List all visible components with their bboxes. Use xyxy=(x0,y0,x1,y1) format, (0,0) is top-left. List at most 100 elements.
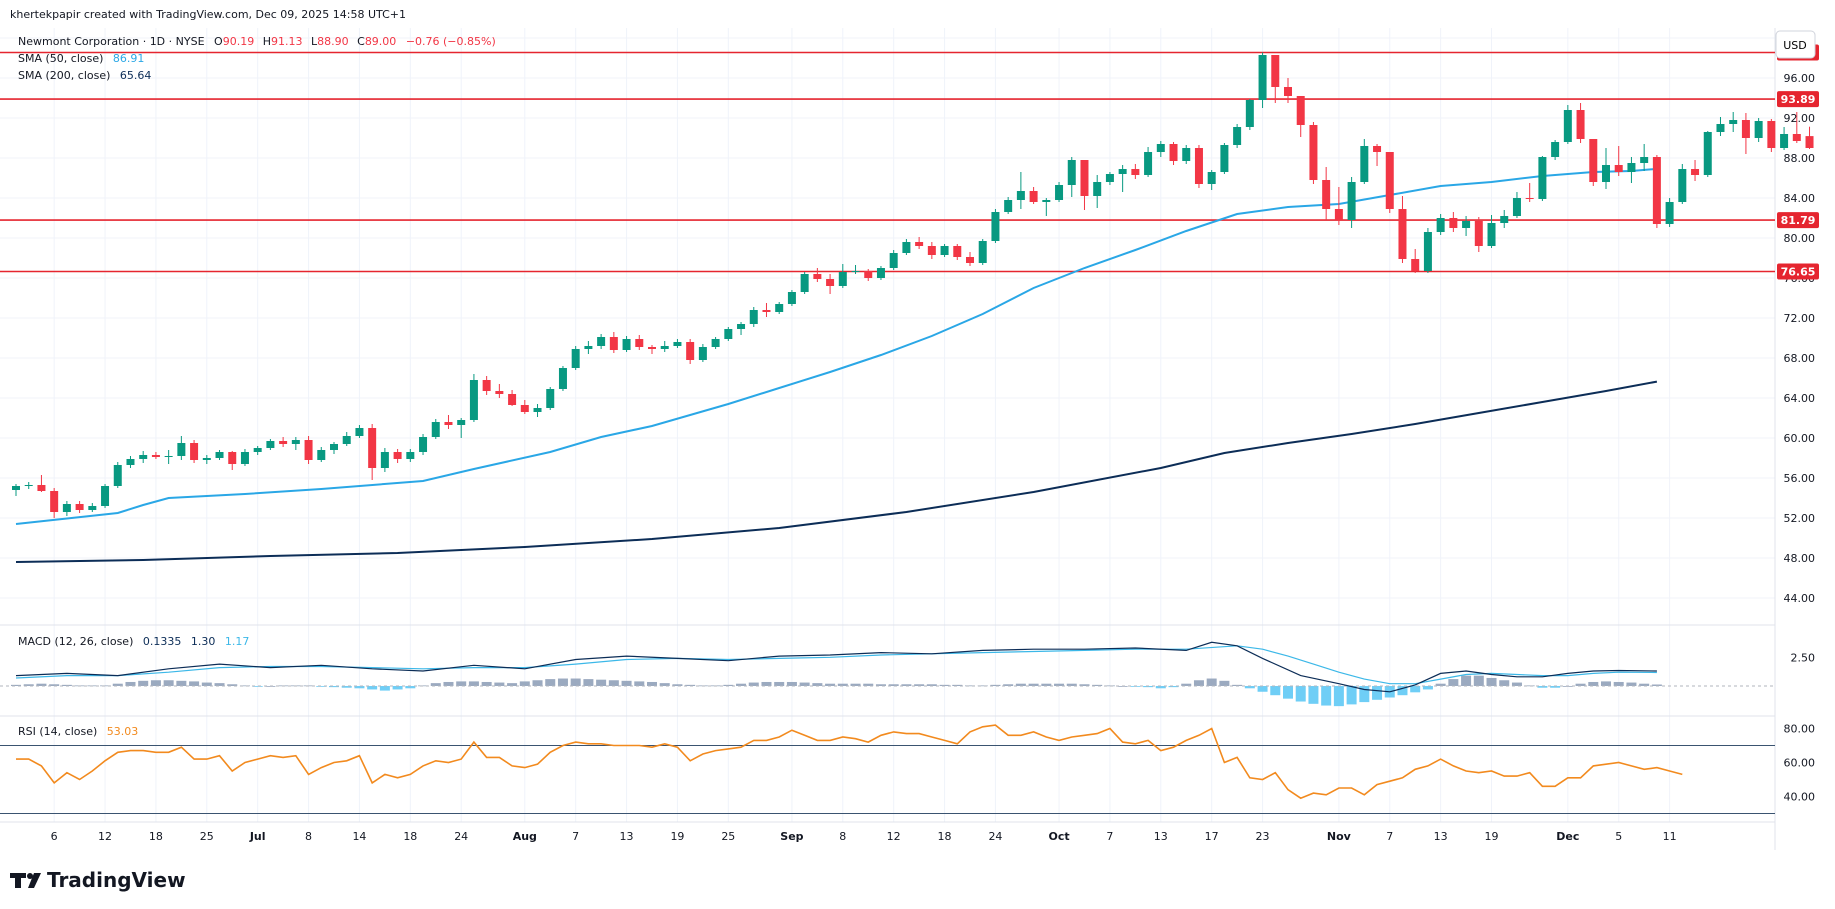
candle-up xyxy=(113,465,122,486)
rsi-bands xyxy=(0,745,1775,814)
time-tick-label: Sep xyxy=(780,830,803,843)
macd-hist-bar xyxy=(545,679,556,686)
candle-up xyxy=(737,324,746,329)
macd-line xyxy=(15,641,1657,693)
macd-hist-bar xyxy=(1092,684,1103,686)
macd-hist-bar xyxy=(1435,683,1446,686)
level-tag-label: 76.65 xyxy=(1781,266,1816,279)
macd-hist-bar xyxy=(61,684,72,686)
candle-down xyxy=(1271,55,1280,87)
ohlc-open-label: O xyxy=(214,35,223,48)
candle-down xyxy=(1589,139,1598,182)
macd-hist-bar xyxy=(430,683,441,686)
candle-down xyxy=(1525,198,1534,199)
candle-up xyxy=(469,380,478,420)
candle-down xyxy=(1169,144,1178,161)
candle-up xyxy=(1055,185,1064,200)
time-tick-label: 13 xyxy=(1434,830,1448,843)
time-tick-label: 23 xyxy=(1256,830,1270,843)
candle-down xyxy=(1792,134,1801,141)
time-tick-label: 24 xyxy=(988,830,1002,843)
candle-up xyxy=(177,443,186,456)
candle-up xyxy=(1716,124,1725,132)
candle-up xyxy=(1678,169,1687,202)
candle-up xyxy=(1512,198,1521,216)
time-tick-label: 24 xyxy=(454,830,468,843)
macd-hist-bar xyxy=(557,678,568,686)
macd-hist-bar xyxy=(1104,685,1115,687)
price-tick-label: 96.00 xyxy=(1784,72,1816,85)
candle-up xyxy=(1067,160,1076,185)
macd-hist-bar xyxy=(786,681,797,686)
macd-hist-bar xyxy=(1372,686,1383,700)
candle-up xyxy=(1233,127,1242,145)
sma200-line xyxy=(15,380,1658,563)
time-tick-label: 11 xyxy=(1663,830,1677,843)
macd-hist-bar xyxy=(1333,686,1344,707)
candle-down xyxy=(393,452,402,459)
macd-hist-bar xyxy=(456,681,467,686)
macd-hist-bar xyxy=(736,683,747,686)
macd-hist-bar xyxy=(1588,681,1599,686)
macd-hist-bar xyxy=(1066,683,1077,686)
candle-up xyxy=(24,485,33,486)
time-tick-label: Nov xyxy=(1327,830,1352,843)
candle-up xyxy=(88,506,97,510)
candle-down xyxy=(1194,148,1203,184)
macd-hist-bar xyxy=(329,686,339,688)
macd-signal-value: 1.17 xyxy=(225,635,250,648)
sma200-value: 65.64 xyxy=(120,69,152,82)
macd-hist-bar xyxy=(150,680,161,686)
legend-rsi[interactable]: RSI (14, close) 53.03 xyxy=(18,725,138,738)
candle-up xyxy=(419,437,428,452)
ohlc-close-value: 89.00 xyxy=(365,35,397,48)
time-tick-label: 13 xyxy=(1154,830,1168,843)
candlestick-series[interactable] xyxy=(12,52,1814,519)
candle-up xyxy=(1016,191,1025,200)
currency-button[interactable]: USD xyxy=(1775,30,1816,59)
candle-up xyxy=(431,422,440,437)
horizontal-levels[interactable] xyxy=(0,51,1775,273)
macd-hist-bar xyxy=(11,684,21,686)
candle-down xyxy=(915,242,924,246)
candle-up xyxy=(1462,221,1471,228)
macd-hist-bar xyxy=(1168,686,1179,688)
macd-hist-bar xyxy=(1028,683,1039,686)
candle-up xyxy=(253,448,262,452)
macd-histogram xyxy=(0,675,1775,707)
tradingview-logo-text: TradingView xyxy=(47,868,186,892)
candle-up xyxy=(851,271,860,272)
time-axis[interactable]: 6 12 18 25 Jul 8 14 18 24 Aug 7 13 19 25 Sep 8 12 18 24 Oct… xyxy=(51,830,1677,843)
legend-main[interactable]: Newmont Corporation · 1D · NYSE O90.19 H… xyxy=(18,35,496,48)
macd-hist-bar xyxy=(1651,684,1662,686)
candle-down xyxy=(482,380,491,391)
macd-hist-bar xyxy=(189,681,200,686)
macd-hist-bar xyxy=(1511,682,1522,686)
candle-down xyxy=(228,452,237,464)
macd-hist-bar xyxy=(367,686,378,690)
candle-up xyxy=(139,455,148,459)
candle-down xyxy=(1322,180,1331,209)
candle-up xyxy=(1487,223,1496,246)
tradingview-logo[interactable]: TradingView xyxy=(10,868,186,892)
time-tick-label: 8 xyxy=(839,830,846,843)
legend-sma50[interactable]: SMA (50, close) 86.91 xyxy=(18,52,144,65)
macd-hist-bar xyxy=(341,686,352,688)
macd-hist-bar xyxy=(532,680,543,686)
legend-macd[interactable]: MACD (12, 26, close) 0.1335 1.30 1.17 xyxy=(18,635,249,648)
legend-sma200[interactable]: SMA (200, close) 65.64 xyxy=(18,69,151,82)
candle-up xyxy=(101,486,110,506)
price-tick-label: 60.00 xyxy=(1784,432,1816,445)
candle-up xyxy=(12,486,20,490)
rsi-tick-label: 40.00 xyxy=(1784,791,1816,804)
candle-up xyxy=(380,452,389,468)
macd-hist-value: 0.1335 xyxy=(143,635,182,648)
candle-up xyxy=(1551,142,1560,157)
macd-hist-bar xyxy=(1575,683,1586,686)
candle-up xyxy=(291,440,300,444)
macd-hist-bar xyxy=(774,681,785,686)
candle-down xyxy=(1652,157,1661,224)
macd-hist-bar xyxy=(316,686,327,687)
time-tick-label: Oct xyxy=(1048,830,1069,843)
